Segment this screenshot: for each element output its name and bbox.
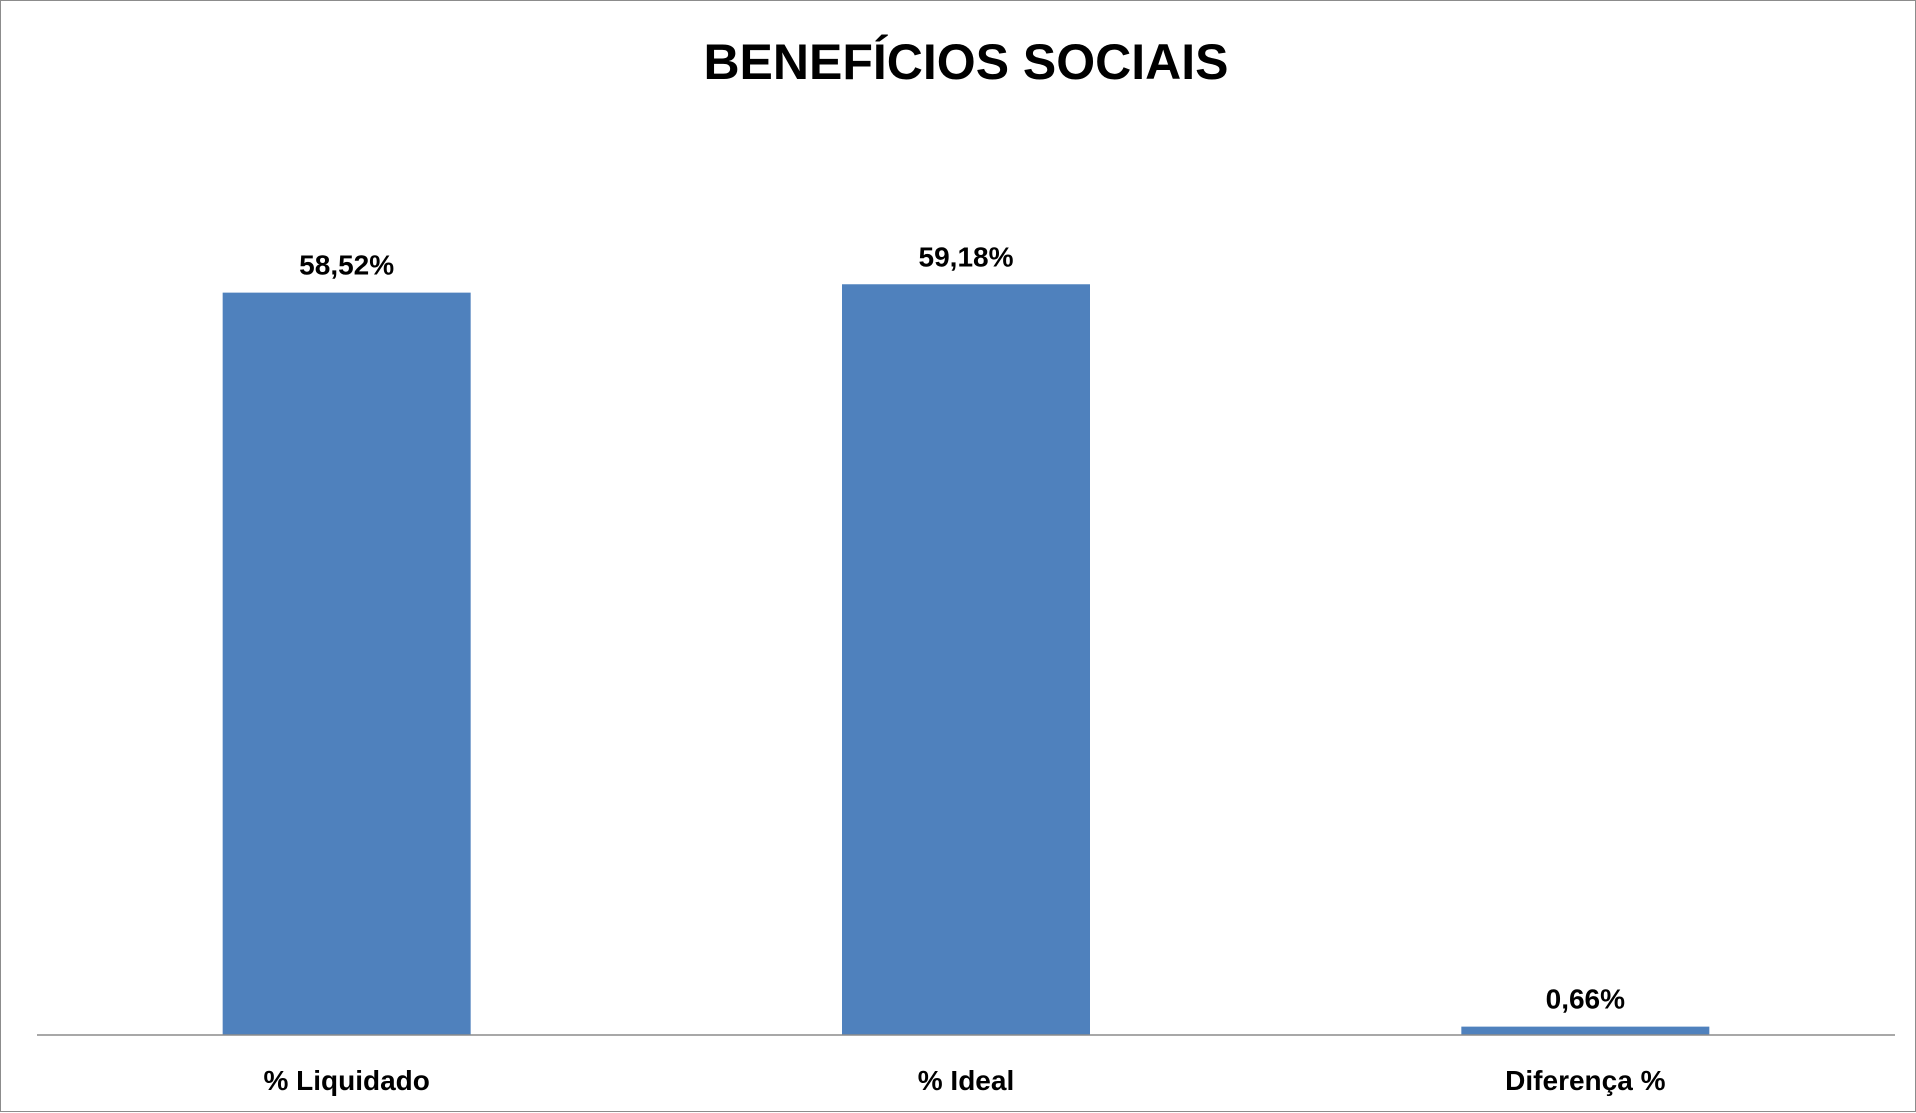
bar-1: [842, 284, 1090, 1036]
data-label-2: 0,66%: [1546, 984, 1625, 1015]
x-tick-label-0: % Liquidado: [263, 1065, 429, 1096]
x-tick-label-2: Diferença %: [1505, 1065, 1665, 1096]
data-label-1: 59,18%: [919, 241, 1014, 272]
chart-title: BENEFÍCIOS SOCIAIS: [703, 34, 1228, 90]
bar-2: [1461, 1026, 1710, 1035]
bars-layer: [222, 284, 1710, 1036]
data-label-0: 58,52%: [299, 250, 394, 281]
labels-layer: 58,52% % Liquidado 59,18% % Ideal 0,66% Difer…: [263, 241, 1665, 1096]
bar-0: [222, 292, 471, 1036]
x-tick-label-1: % Ideal: [918, 1065, 1014, 1096]
